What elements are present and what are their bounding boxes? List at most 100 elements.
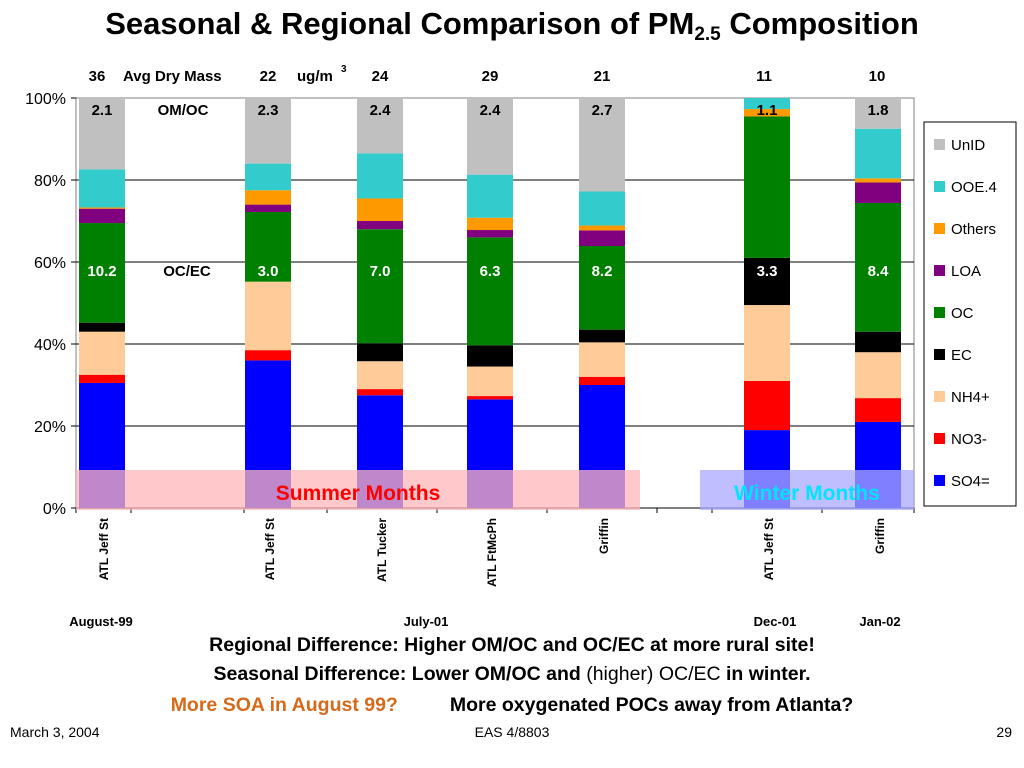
- bar-segment-loa: [579, 230, 625, 247]
- bar-segment-ec: [357, 343, 403, 362]
- bar-segment-no3: [245, 350, 291, 361]
- bar-segment-no3: [79, 374, 125, 383]
- bar-segment-others: [744, 109, 790, 117]
- omoc-value: 2.1: [92, 102, 113, 119]
- omoc-value: 2.4: [370, 102, 392, 119]
- legend-swatch: [934, 265, 945, 276]
- bar-segment-ec: [744, 257, 790, 306]
- stacked-bar-chart: 0% 20% 40% 60% 80% 100% ATL Jeff St ATL Jeff St…: [25, 64, 1017, 629]
- title-main: Seasonal & Regional Comparison of PM: [105, 6, 695, 41]
- category-label: ATL Jeff St: [762, 518, 776, 580]
- bar-segment-no3: [579, 376, 625, 385]
- y-tick-label: 0%: [43, 501, 66, 518]
- bar-segment-nh4: [357, 361, 403, 390]
- winter-band: [700, 470, 914, 510]
- ocec-value: 3.0: [258, 263, 279, 280]
- legend-swatch: [934, 307, 945, 318]
- legend-label: OC: [951, 305, 974, 322]
- bar-segment-ooe4: [744, 98, 790, 110]
- legend-swatch: [934, 433, 945, 444]
- footer-course: EAS 4/8803: [474, 724, 550, 740]
- question-text: More SOA in August 99? More oxygenated PO…: [0, 694, 1024, 717]
- bar-segment-ooe4: [579, 191, 625, 226]
- seasonal-difference-text: Seasonal Difference: Lower OM/OC and (hi…: [0, 663, 1024, 686]
- bar-segment-ooe4: [467, 174, 513, 218]
- bar-segment-ec: [467, 345, 513, 367]
- category-label: Griffin: [873, 518, 887, 554]
- bar-segment-unid: [357, 98, 403, 154]
- bar-segment-nh4: [579, 342, 625, 377]
- title-end: Composition: [720, 6, 919, 41]
- bar-segment-unid: [855, 98, 901, 129]
- avg-dry-mass-value: 36: [89, 68, 106, 85]
- bar-segment-no3: [855, 398, 901, 422]
- bar-segment-ooe4: [855, 128, 901, 179]
- omoc-value: 1.8: [868, 102, 889, 119]
- regional-difference-text: Regional Difference: Higher OM/OC and OC…: [209, 634, 815, 656]
- y-tick-label: 80%: [34, 173, 66, 190]
- bar-segment-no3: [467, 396, 513, 400]
- omoc-header: OM/OC: [158, 102, 209, 119]
- category-label: ATL Tucker: [375, 518, 389, 582]
- bar-segment-no3: [744, 380, 790, 431]
- ocec-value: 7.0: [370, 263, 391, 280]
- bar-segment-no3: [357, 389, 403, 396]
- summer-band: [76, 470, 640, 510]
- bar-segment-unid: [467, 98, 513, 175]
- legend-swatch: [934, 139, 945, 150]
- bar-segment-nh4: [245, 281, 291, 351]
- legend-swatch: [934, 349, 945, 360]
- winter-months-label: Winter Months: [734, 482, 880, 505]
- period-label: July-01: [404, 614, 449, 629]
- y-tick-label: 40%: [34, 337, 66, 354]
- avg-dry-mass-value: 11: [756, 68, 772, 85]
- legend-label: EC: [951, 347, 972, 364]
- ocec-value: 8.2: [592, 263, 613, 280]
- bar-segment-loa: [79, 208, 125, 224]
- ocec-value: 8.4: [868, 263, 890, 280]
- legend-label: SO4=: [951, 473, 990, 490]
- bar-segment-ec: [579, 329, 625, 343]
- summer-months-label: Summer Months: [276, 482, 441, 505]
- avg-dry-mass-label: Avg Dry Mass: [123, 68, 222, 85]
- bar-segment-ooe4: [245, 163, 291, 191]
- bar-segment-others: [579, 225, 625, 231]
- bar-segment-loa: [357, 221, 403, 230]
- legend-label: NO3-: [951, 431, 987, 448]
- avg-dry-mass-value: 22: [260, 68, 277, 85]
- omoc-value: 2.4: [480, 102, 502, 119]
- period-label: Dec-01: [754, 614, 797, 629]
- bar-segment-oc: [357, 229, 403, 344]
- ocec-value: 3.3: [757, 263, 778, 280]
- soa-question: More SOA in August 99?: [170, 694, 398, 716]
- bar-segment-others: [357, 198, 403, 221]
- legend-swatch: [934, 223, 945, 234]
- bar-segment-others: [855, 178, 901, 183]
- seasonal-text-c: in winter.: [720, 663, 811, 685]
- omoc-value: 2.3: [258, 102, 279, 119]
- y-tick-label: 60%: [34, 255, 66, 272]
- legend-swatch: [934, 475, 945, 486]
- period-label: August-99: [69, 614, 133, 629]
- title-subscript: 2.5: [694, 24, 721, 45]
- bar-segment-others: [79, 207, 125, 209]
- bar-segment-unid: [79, 98, 125, 170]
- bar-segment-unid: [245, 98, 291, 164]
- avg-dry-mass-value: 10: [869, 68, 886, 85]
- legend-swatch: [934, 181, 945, 192]
- avg-dry-mass-value: 24: [372, 68, 389, 85]
- bar-segment-oc: [744, 116, 790, 258]
- bar-segment-oc: [245, 211, 291, 282]
- legend-swatch: [934, 391, 945, 402]
- ocec-value: 10.2: [87, 263, 116, 280]
- slide-title: Seasonal & Regional Comparison of PM2.5 …: [0, 6, 1024, 46]
- legend-label: Others: [951, 221, 996, 238]
- bar-segment-nh4: [855, 352, 901, 399]
- units-superscript: 3: [341, 64, 347, 75]
- omoc-value: 2.7: [592, 102, 613, 119]
- bar-segment-ooe4: [357, 153, 403, 199]
- bar-segment-oc: [467, 237, 513, 346]
- bar-segment-nh4: [79, 331, 125, 375]
- category-label: ATL FtMcPh: [485, 518, 499, 587]
- units-label: ug/m: [297, 68, 333, 85]
